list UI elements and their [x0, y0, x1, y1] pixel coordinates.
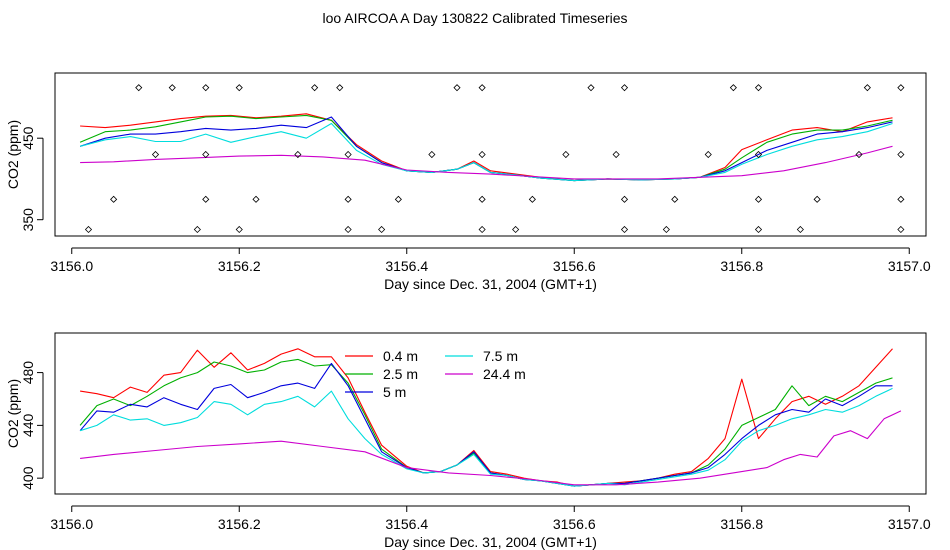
legend-label: 0.4 m: [383, 348, 418, 364]
x-axis-label: Day since Dec. 31, 2004 (GMT+1): [384, 276, 597, 292]
data-point-marker: [84, 225, 93, 234]
data-point-marker: [378, 225, 386, 234]
data-point-marker: [235, 225, 243, 234]
data-point-marker: [202, 84, 210, 92]
data-point-marker: [662, 225, 670, 234]
data-point-marker: [168, 84, 176, 92]
data-point-marker: [704, 150, 712, 159]
data-point-marker: [235, 84, 243, 92]
data-point-marker: [202, 195, 210, 203]
data-point-marker: [428, 150, 436, 159]
series-line: [80, 113, 893, 182]
x-tick-label: 3156.2: [218, 258, 261, 274]
data-point-marker: [336, 84, 344, 92]
y-axis-label: CO2 (ppm): [5, 379, 21, 448]
legend-label: 2.5 m: [383, 366, 418, 382]
series-line: [79, 387, 893, 487]
y-axis-label: CO2 (ppm): [5, 120, 21, 189]
data-point-marker: [754, 150, 763, 159]
data-point-marker: [897, 195, 905, 203]
data-point-marker: [863, 84, 871, 92]
x-tick-label: 3156.4: [385, 258, 428, 274]
data-point-marker: [562, 150, 570, 159]
data-point-marker: [813, 195, 821, 203]
data-point-marker: [671, 195, 679, 203]
data-point-marker: [193, 225, 201, 234]
x-tick-label: 3156.6: [553, 516, 596, 532]
plot-frame: [54, 332, 927, 495]
data-point-marker: [344, 195, 352, 203]
data-point-marker: [620, 84, 629, 92]
series-line: [80, 410, 902, 486]
data-point-marker: [478, 225, 486, 234]
x-tick-label: 3156.0: [50, 258, 93, 274]
data-point-marker: [294, 150, 302, 159]
y-tick-label: 400: [20, 466, 36, 490]
data-point-marker: [151, 150, 160, 159]
data-point-marker: [796, 225, 804, 234]
chart-title: loo AIRCOA A Day 130822 Calibrated Times…: [322, 10, 628, 26]
data-point-marker: [110, 195, 118, 203]
data-point-marker: [528, 195, 536, 203]
data-point-marker: [344, 150, 352, 159]
data-point-marker: [754, 195, 763, 203]
data-point-marker: [478, 150, 486, 159]
y-tick-label: 350: [20, 208, 36, 232]
x-tick-label: 3157.0: [888, 258, 931, 274]
x-tick-label: 3156.6: [553, 258, 596, 274]
data-point-marker: [897, 84, 905, 92]
data-point-marker: [512, 225, 520, 234]
x-axis-label: Day since Dec. 31, 2004 (GMT+1): [384, 534, 597, 550]
data-point-marker: [478, 195, 486, 203]
data-point-marker: [754, 225, 763, 234]
plot-frame: [54, 72, 927, 237]
data-point-marker: [620, 195, 629, 203]
x-tick-label: 3156.8: [720, 516, 763, 532]
data-point-marker: [202, 150, 210, 159]
top-panel: 3156.0 3156.2 3156.4 3156.6 3156.8 3157.0 Day …: [5, 72, 931, 292]
x-tick-label: 3156.0: [50, 516, 93, 532]
data-point-marker: [754, 84, 763, 92]
bottom-panel: 3156.0 3156.2 3156.4 3156.6 3156.8 3157.0 Day …: [5, 332, 931, 550]
data-point-marker: [135, 84, 143, 92]
data-point-marker: [311, 84, 319, 92]
data-point-marker: [897, 150, 905, 159]
series-line: [79, 362, 893, 487]
series-line: [80, 145, 893, 180]
legend-label: 5 m: [383, 384, 406, 400]
data-point-marker: [478, 84, 486, 92]
data-point-marker: [612, 150, 620, 159]
data-point-marker: [729, 84, 737, 92]
x-tick-label: 3157.0: [888, 516, 931, 532]
y-tick-label: 480: [20, 361, 36, 385]
x-tick-label: 3156.2: [218, 516, 261, 532]
data-point-marker: [587, 84, 595, 92]
y-tick-label: 450: [20, 126, 36, 150]
series-line: [79, 114, 893, 182]
y-tick-label: 440: [20, 413, 36, 437]
data-point-marker: [453, 84, 461, 92]
data-point-marker: [344, 225, 352, 234]
legend-label: 7.5 m: [483, 348, 518, 364]
data-point-marker: [897, 225, 905, 234]
series-line: [79, 116, 893, 182]
data-point-marker: [394, 195, 402, 203]
x-tick-label: 3156.4: [385, 516, 428, 532]
series-line: [80, 348, 893, 487]
data-point-marker: [855, 150, 863, 159]
x-tick-label: 3156.8: [720, 258, 763, 274]
legend-label: 24.4 m: [483, 366, 526, 382]
data-point-marker: [620, 225, 629, 234]
data-point-marker: [252, 195, 260, 203]
